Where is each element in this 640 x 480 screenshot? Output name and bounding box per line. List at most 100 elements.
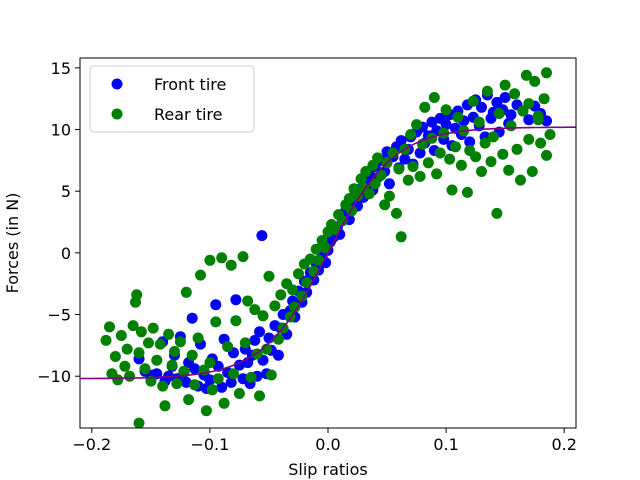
- y-tick-label: 15: [51, 59, 71, 78]
- legend-marker-front-tire: [111, 78, 123, 90]
- x-axis-ticks: −0.2 −0.1 0.0 0.1 0.2: [72, 428, 577, 454]
- legend-marker-rear-tire: [111, 108, 123, 120]
- rear-tire-point: [426, 132, 438, 144]
- rear-tire-point: [467, 95, 479, 107]
- rear-tire-point: [455, 159, 467, 171]
- rear-tire-point: [289, 301, 301, 313]
- rear-tire-point: [541, 67, 552, 79]
- rear-tire-point: [171, 378, 183, 390]
- rear-tire-point: [405, 129, 417, 140]
- rear-tire-point: [115, 330, 127, 341]
- rear-tire-point: [438, 127, 450, 139]
- rear-tire-point: [230, 315, 242, 327]
- x-tick-label: −0.1: [190, 435, 229, 454]
- rear-tire-point: [375, 169, 387, 181]
- rear-tire-point: [192, 332, 204, 344]
- rear-tire-point: [532, 110, 544, 122]
- legend-label-rear-tire: Rear tire: [154, 105, 223, 124]
- rear-tire-point: [402, 174, 414, 186]
- rear-tire-point: [119, 360, 131, 372]
- rear-tire-point: [216, 252, 228, 264]
- y-axis-ticks: −10 −5 0 5 10 15: [37, 59, 80, 386]
- rear-tire-point: [225, 259, 237, 271]
- front-tire-point: [256, 230, 268, 242]
- front-tire-point: [476, 101, 487, 113]
- front-tire-point: [230, 294, 242, 306]
- rear-tire-point: [505, 120, 517, 132]
- rear-tire-point: [411, 119, 423, 131]
- rear-tire-point: [450, 141, 461, 153]
- rear-tire-point: [151, 354, 163, 366]
- rear-tire-point: [131, 289, 143, 301]
- y-tick-label: 10: [51, 121, 71, 140]
- rear-tire-point: [461, 186, 473, 198]
- rear-tire-point: [287, 284, 299, 296]
- rear-tire-point: [481, 85, 493, 97]
- rear-tire-point: [296, 290, 308, 302]
- rear-tire-point: [147, 322, 159, 334]
- rear-tire-point: [293, 268, 304, 280]
- front-tire-point: [399, 153, 411, 165]
- rear-tire-point: [222, 341, 234, 353]
- rear-tire-point: [511, 143, 523, 155]
- rear-tire-point: [372, 152, 384, 164]
- rear-tire-point: [310, 243, 322, 255]
- rear-tire-point: [245, 371, 257, 383]
- rear-tire-point: [272, 333, 284, 345]
- rear-tire-point: [195, 269, 206, 281]
- rear-tire-point: [407, 161, 419, 172]
- rear-tire-point: [352, 190, 363, 202]
- rear-tire-point: [166, 359, 178, 371]
- rear-tire-point: [544, 129, 556, 140]
- rear-tire-point: [395, 231, 407, 243]
- y-tick-label: −10: [37, 367, 71, 386]
- y-axis-label: Forces (in N): [3, 193, 22, 294]
- rear-tire-point: [419, 101, 431, 113]
- rear-tire-point: [529, 75, 541, 87]
- rear-tire-point: [249, 304, 261, 316]
- rear-tire-point: [517, 105, 529, 117]
- front-tire-point: [210, 299, 222, 311]
- rear-tire-point: [336, 215, 348, 227]
- front-tire-point: [225, 376, 237, 388]
- rear-tire-point: [422, 157, 434, 169]
- front-tire-point: [499, 92, 511, 103]
- front-tire-point: [426, 116, 438, 128]
- rear-tire-point: [485, 156, 497, 168]
- rear-tire-point: [520, 69, 532, 81]
- rear-tire-point: [178, 365, 190, 377]
- rear-tire-point: [313, 254, 325, 266]
- rear-tire-point: [206, 384, 218, 396]
- rear-tire-point: [446, 184, 458, 196]
- rear-tire-point: [174, 336, 186, 348]
- rear-tire-point: [523, 133, 535, 145]
- y-tick-label: −5: [47, 306, 71, 325]
- rear-tire-point: [515, 174, 526, 186]
- rear-tire-point: [200, 405, 212, 417]
- x-tick-label: 0.1: [433, 435, 458, 454]
- front-tire-point: [186, 312, 198, 324]
- front-tire-point: [189, 363, 201, 375]
- rear-tire-point: [487, 131, 499, 143]
- rear-tire-point: [329, 223, 341, 235]
- rear-tire-point: [218, 397, 230, 409]
- rear-tire-point: [210, 316, 222, 328]
- front-tire-point: [254, 326, 265, 338]
- rear-tire-point: [133, 417, 145, 428]
- rear-tire-point: [414, 170, 426, 182]
- rear-tire-point: [263, 270, 275, 282]
- rear-tire-point: [393, 163, 405, 175]
- rear-tire-point: [301, 277, 313, 288]
- rear-tire-point: [186, 349, 198, 361]
- rear-tire-point: [183, 394, 195, 406]
- rear-tire-point: [383, 190, 395, 202]
- rear-tire-point: [379, 199, 391, 211]
- rear-tire-point: [124, 370, 136, 382]
- rear-tire-point: [189, 379, 201, 391]
- y-tick-label: 0: [61, 244, 71, 263]
- legend-label-front-tire: Front tire: [154, 75, 226, 94]
- rear-tire-point: [121, 343, 133, 355]
- rear-tire-point: [228, 368, 239, 380]
- rear-tire-point: [257, 310, 269, 322]
